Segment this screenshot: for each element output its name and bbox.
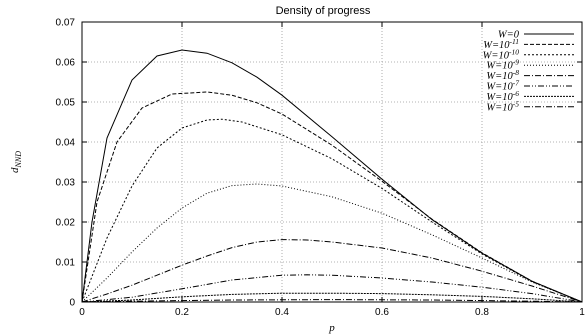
series-5-legend-label: W=10-8 (486, 68, 519, 82)
series-8-legend-label: W=10-5 (486, 99, 519, 113)
legend: W=0W=10-11W=10-10W=10-9W=10-8W=10-7W=10-… (483, 30, 574, 113)
y-tick-label: 0 (69, 298, 75, 309)
grid-lines (82, 22, 582, 302)
series-6-legend-label: W=10-7 (486, 79, 519, 93)
x-tick-label: 0.6 (375, 307, 389, 318)
y-axis-label-base: d (9, 167, 21, 173)
series-5-line (81, 239, 583, 303)
y-tick-label: 0.01 (56, 258, 76, 269)
series-8-line (81, 299, 583, 303)
x-tick-label: 1 (579, 307, 585, 318)
y-axis-label: dNND (9, 151, 23, 173)
x-tick-label: 0.4 (275, 307, 289, 318)
y-tick-label: 0.03 (56, 178, 76, 189)
series-2-legend-label: W=10-11 (483, 37, 519, 51)
series-2-line (81, 91, 583, 303)
y-axis-label-sub: NND (14, 151, 23, 169)
x-axis-label: p (328, 322, 335, 334)
x-tick-label: 0 (79, 307, 85, 318)
series-6-line (81, 274, 583, 303)
chart-title: Density of progress (276, 5, 371, 17)
x-axis-ticks: 0 0.2 0.4 0.6 0.8 1 (79, 22, 585, 318)
series-4-legend-label: W=10-9 (486, 58, 519, 72)
series-3-legend-label: W=10-10 (483, 47, 520, 61)
y-tick-label: 0.05 (56, 98, 76, 109)
series-7-legend-label: W=10-6 (486, 89, 519, 103)
plot-frame (81, 21, 583, 303)
y-axis-ticks: 0 0.01 0.02 0.03 0.04 0.05 0.06 0.07 (56, 18, 582, 309)
y-tick-label: 0.07 (56, 18, 76, 29)
series-lines (81, 49, 583, 303)
series-3-line (81, 118, 583, 303)
x-tick-label: 0.2 (175, 307, 189, 318)
y-tick-label: 0.02 (56, 218, 76, 229)
series-4-line (81, 183, 583, 303)
y-tick-label: 0.06 (56, 58, 76, 69)
series-7-line (81, 292, 583, 303)
series-1-legend-label: W=0 (498, 30, 520, 41)
x-tick-label: 0.8 (475, 307, 489, 318)
y-tick-label: 0.04 (56, 138, 76, 149)
